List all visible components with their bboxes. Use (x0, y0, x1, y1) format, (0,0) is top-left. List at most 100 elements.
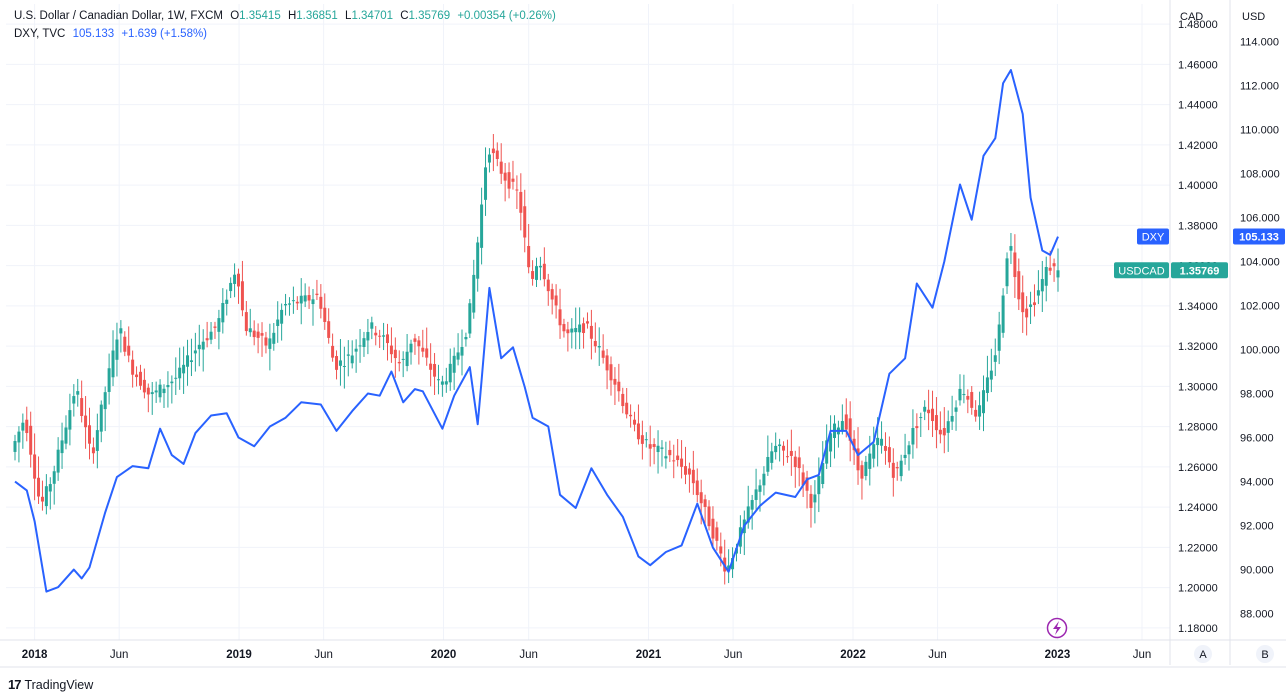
cad-tick-label: 1.24000 (1178, 502, 1218, 514)
usdcad-candle-body (899, 460, 903, 477)
cad-tick-label: 1.22000 (1178, 542, 1218, 554)
usdcad-candle-body (660, 447, 664, 449)
usdcad-candle-body (609, 364, 613, 381)
usdcad-candle-body (346, 354, 350, 356)
usdcad-candle-body (789, 450, 793, 456)
x-tick-label: Jun (928, 649, 947, 661)
usdcad-candle-body (193, 350, 197, 354)
usdcad-candle-body (197, 344, 201, 350)
usdcad-candle-body (40, 496, 44, 502)
usdcad-candle-body (523, 206, 527, 238)
usdcad-candle-body (1013, 252, 1017, 278)
usdcad-candle-body (25, 419, 29, 434)
dxy-value: 105.133 (72, 28, 115, 40)
usdcad-candle-body (554, 295, 558, 306)
usdcad-candle-body (1032, 302, 1036, 306)
usdcad-candle-body (425, 348, 429, 358)
usdcad-candle-body (774, 445, 778, 453)
usdcad-candle-body (515, 189, 519, 191)
usdcad-candle-body (299, 295, 303, 304)
cad-tick-label: 1.48000 (1178, 19, 1218, 31)
usdcad-candle-body (852, 438, 856, 451)
usdcad-candle-body (707, 506, 711, 527)
usdcad-candle-body (138, 371, 142, 386)
cad-tick-label: 1.30000 (1178, 381, 1218, 393)
usdcad-candle-body (111, 350, 115, 378)
usdcad-candle-body (487, 154, 491, 163)
usdcad-candle-body (844, 414, 848, 430)
dxy-change: +1.639 (+1.58%) (121, 28, 208, 40)
usd-tick-label: 90.000 (1240, 565, 1274, 577)
usdcad-candle-body (327, 321, 331, 338)
usdcad-candle-body (821, 463, 825, 484)
usdcad-candle-body (558, 309, 562, 326)
usdcad-candle-body (264, 337, 268, 346)
usdcad-candle-body (225, 299, 229, 304)
usdcad-candle-body (578, 324, 582, 333)
usdcad-candle-body (209, 331, 213, 340)
usdcad-candle-body (123, 336, 127, 352)
usdcad-candle-body (17, 431, 21, 443)
usdcad-candle-body (119, 328, 123, 334)
usd-tick-label: 102.000 (1240, 300, 1280, 312)
cad-tick-label: 1.26000 (1178, 462, 1218, 474)
usdcad-candle-body (476, 242, 480, 279)
usdcad-candle-body (33, 454, 37, 479)
usdcad-candle-body (182, 364, 186, 374)
usdcad-candle-body (793, 456, 797, 468)
usdcad-candle-body (531, 271, 535, 279)
usdcad-candle-body (562, 324, 566, 332)
dxy-legend[interactable]: DXY, TVC 105.133 +1.639 (+1.58%) (14, 28, 211, 40)
usdcad-candle-body (142, 379, 146, 393)
usdcad-price-box (1171, 262, 1228, 279)
scale-button-a[interactable] (1194, 645, 1212, 663)
usdcad-candle-body (370, 322, 374, 329)
usd-tick-label: 92.000 (1240, 521, 1274, 533)
usdcad-candle-body (429, 363, 433, 370)
usdcad-candle-body (268, 338, 272, 349)
cad-tick-label: 1.28000 (1178, 422, 1218, 434)
usdcad-candle-body (856, 448, 860, 471)
usdcad-candle-body (472, 274, 476, 313)
usdcad-candle-body (848, 418, 852, 441)
usdcad-candle-body (99, 404, 103, 432)
tradingview-brand[interactable]: 17 TradingView (8, 677, 93, 692)
usdcad-candle-body (295, 301, 299, 304)
x-tick-label: Jun (724, 649, 743, 661)
usdcad-candle-body (186, 355, 190, 367)
usdcad-candle-body (201, 341, 205, 350)
usdcad-candle-body (448, 363, 452, 383)
usdcad-candle-body (456, 352, 460, 360)
scale-button-a-label: A (1199, 649, 1207, 661)
ohlc-close: C1.35769 (400, 10, 450, 22)
usd-tick-label: 100.000 (1240, 345, 1280, 357)
usdcad-candle-body (950, 415, 954, 422)
usdcad-candle-body (1044, 267, 1048, 286)
usdcad-candle-body (797, 457, 801, 469)
usdcad-candle-body (1040, 279, 1044, 292)
brand-name: TradingView (24, 677, 94, 692)
usdcad-candle-body (229, 282, 233, 292)
usdcad-candle-body (527, 246, 531, 268)
usdcad-candle-body (417, 340, 421, 347)
usdcad-legend[interactable]: U.S. Dollar / Canadian Dollar, 1W, FXCM … (14, 10, 560, 22)
usdcad-candle-body (358, 345, 362, 347)
usdcad-candle-body (91, 447, 95, 454)
usdcad-candle-body (484, 167, 488, 200)
high-label: H (287, 10, 297, 22)
cad-axis-header: CAD (1180, 11, 1203, 23)
usdcad-candle-body (613, 378, 617, 385)
usdcad-candle-body (954, 407, 958, 412)
x-tick-label: 2020 (431, 649, 457, 661)
cad-tick-label: 1.38000 (1178, 220, 1218, 232)
usdcad-candle-body (378, 335, 382, 337)
usdcad-candle-body (891, 462, 895, 478)
usdcad-candle-body (1017, 271, 1021, 300)
usdcad-candle-body (60, 440, 64, 454)
usdcad-candle-body (315, 293, 319, 296)
x-tick-label: Jun (314, 649, 333, 661)
usdcad-candle-body (495, 150, 499, 160)
scale-button-b[interactable] (1256, 645, 1274, 663)
usdcad-candle-body (754, 489, 758, 500)
